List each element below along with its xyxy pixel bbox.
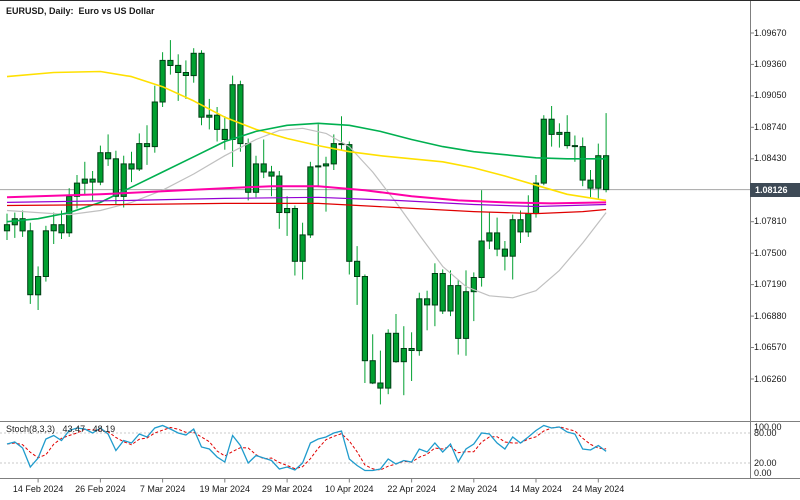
price-axis-label: 1.06570 — [754, 342, 787, 352]
date-axis-label: 24 May 2024 — [572, 484, 625, 494]
price-axis-label: 1.09670 — [754, 27, 787, 38]
ma-red — [6, 202, 607, 215]
price-chart-area[interactable] — [0, 1, 750, 419]
price-axis[interactable] — [750, 1, 800, 478]
price-axis-label: 1.07190 — [754, 279, 787, 290]
ma-magenta — [6, 185, 607, 205]
date-axis-label: 14 May 2024 — [509, 484, 563, 494]
stoch-signal-line — [6, 426, 607, 471]
ma-yellow — [6, 70, 607, 202]
stochastic-name: Stoch(8,3,3) — [6, 424, 56, 434]
date-axis-label: 29 Mar 2024 — [261, 484, 313, 494]
ma-gray — [6, 127, 607, 299]
price-axis-label: 1.09050 — [754, 90, 787, 101]
price-axis-label: 1.09360 — [754, 58, 787, 69]
price-axis-label: 1.08430 — [754, 153, 787, 164]
current-price-value: 1.08126 — [755, 184, 788, 195]
stoch-axis-label: 100.00 — [754, 422, 782, 432]
stoch-axis-label: 0.00 — [754, 467, 772, 478]
price-axis-label: 1.06260 — [754, 373, 787, 384]
price-axis-label: 1.07500 — [754, 247, 787, 258]
price-axis-label: 1.06880 — [754, 310, 787, 321]
chart-title: EURUSD, Daily: Euro vs US Dollar — [6, 6, 155, 16]
stoch-axis-label: 20.00 — [754, 457, 777, 468]
stoch-axis-label: 80.00 — [754, 427, 777, 438]
date-axis-label: 2 May 2024 — [450, 484, 498, 494]
stoch-main-line — [6, 424, 607, 472]
date-axis-label: 22 Apr 2024 — [387, 484, 436, 494]
stochastic-main-value: 43.47 — [62, 424, 86, 434]
date-axis-label: 19 Mar 2024 — [199, 484, 251, 494]
date-axis-label: 14 Feb 2024 — [12, 484, 64, 494]
stochastic-label: Stoch(8,3,3) 43.47 48.19 — [6, 424, 120, 434]
current-price-badge: 1.08126 — [750, 182, 800, 197]
stochastic-signal-value: 48.19 — [92, 424, 116, 434]
date-axis-label: 7 Mar 2024 — [139, 484, 186, 494]
date-axis-label: 26 Feb 2024 — [75, 484, 126, 494]
date-axis-label: 10 Apr 2024 — [325, 484, 374, 494]
ma-green — [6, 122, 607, 223]
price-axis-label: 1.07810 — [754, 216, 787, 227]
price-axis-label: 1.08740 — [754, 121, 787, 132]
ma-violet — [6, 196, 607, 208]
